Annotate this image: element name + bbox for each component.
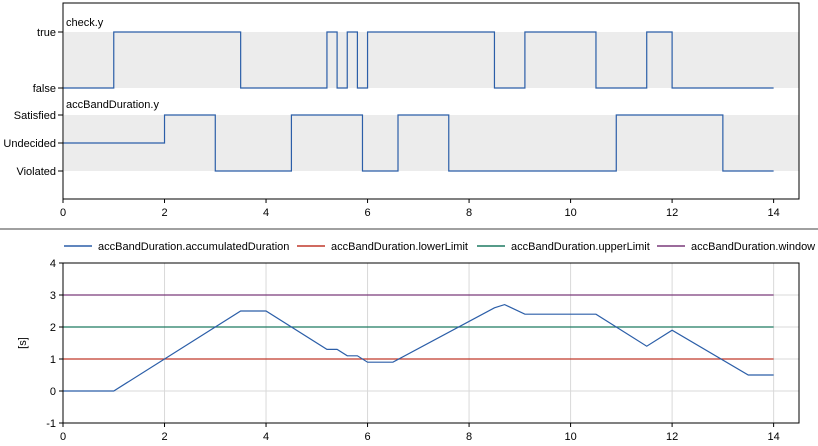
acc-band-level-label-satisfied: Satisfied bbox=[14, 110, 56, 122]
bottom-y-axis: -1 0 1 2 3 4 bbox=[46, 258, 63, 430]
top-y-tick-labels: false true Violated Undecided Satisfied bbox=[3, 27, 63, 178]
check-level-label-false: false bbox=[33, 83, 56, 95]
legend-label: accBandDuration.window bbox=[691, 241, 815, 253]
bottom-x-tick-label: 4 bbox=[263, 431, 269, 443]
bottom-grid bbox=[62, 262, 799, 424]
check-level-label-true: true bbox=[37, 27, 56, 39]
top-x-axis: 0 2 4 6 8 10 12 14 bbox=[60, 199, 780, 219]
bottom-y-tick-label: -1 bbox=[46, 418, 56, 430]
top-x-tick-label: 0 bbox=[60, 207, 66, 219]
acc-band-step-line bbox=[63, 114, 774, 172]
bottom-x-tick-label: 6 bbox=[364, 431, 370, 443]
bottom-y-tick-label: 4 bbox=[50, 258, 56, 270]
bottom-x-tick-label: 0 bbox=[60, 431, 66, 443]
bottom-y-tick-label: 0 bbox=[50, 386, 56, 398]
acc-band-level-label-violated: Violated bbox=[16, 166, 56, 178]
bottom-plot-frame bbox=[62, 262, 800, 424]
duration-plot-panel: accBandDuration.accumulatedDuration accBa… bbox=[17, 241, 815, 443]
acc-band-band bbox=[64, 115, 799, 171]
bottom-x-axis: 0 2 4 6 8 10 12 14 bbox=[60, 423, 780, 443]
bottom-y-tick-label: 3 bbox=[50, 290, 56, 302]
bottom-x-tick-label: 2 bbox=[161, 431, 167, 443]
top-x-tick-label: 6 bbox=[364, 207, 370, 219]
top-x-tick-label: 14 bbox=[767, 207, 779, 219]
top-x-tick-label: 2 bbox=[161, 207, 167, 219]
bottom-series-layer bbox=[63, 294, 774, 392]
acc-band-level-label-undecided: Undecided bbox=[3, 138, 56, 150]
check-band bbox=[64, 32, 799, 88]
top-x-tick-label: 4 bbox=[263, 207, 269, 219]
bottom-x-tick-label: 8 bbox=[466, 431, 472, 443]
band-layer bbox=[64, 32, 799, 171]
legend-label: accBandDuration.lowerLimit bbox=[331, 241, 468, 253]
boolean-plot-panel: false true Violated Undecided Satisfied chec… bbox=[3, 2, 800, 219]
top-x-tick-label: 12 bbox=[666, 207, 678, 219]
legend-label: accBandDuration.upperLimit bbox=[511, 241, 650, 253]
legend: accBandDuration.accumulatedDuration accBa… bbox=[64, 241, 815, 253]
check-step-line bbox=[63, 31, 774, 89]
top-x-tick-label: 8 bbox=[466, 207, 472, 219]
bottom-x-tick-label: 12 bbox=[666, 431, 678, 443]
legend-label: accBandDuration.accumulatedDuration bbox=[98, 241, 289, 253]
top-series-layer bbox=[63, 31, 774, 172]
bottom-x-tick-label: 14 bbox=[767, 431, 779, 443]
bottom-x-tick-label: 10 bbox=[564, 431, 576, 443]
bottom-y-tick-label: 1 bbox=[50, 354, 56, 366]
check-y-title: check.y bbox=[66, 17, 104, 29]
top-x-tick-label: 10 bbox=[564, 207, 576, 219]
top-plot-frame bbox=[62, 2, 800, 200]
bottom-y-tick-label: 2 bbox=[50, 322, 56, 334]
series-line-accbandduration-accumulatedduration bbox=[63, 303, 774, 392]
bottom-y-axis-label: [s] bbox=[17, 337, 29, 349]
acc-band-duration-y-title: accBandDuration.y bbox=[66, 99, 159, 111]
